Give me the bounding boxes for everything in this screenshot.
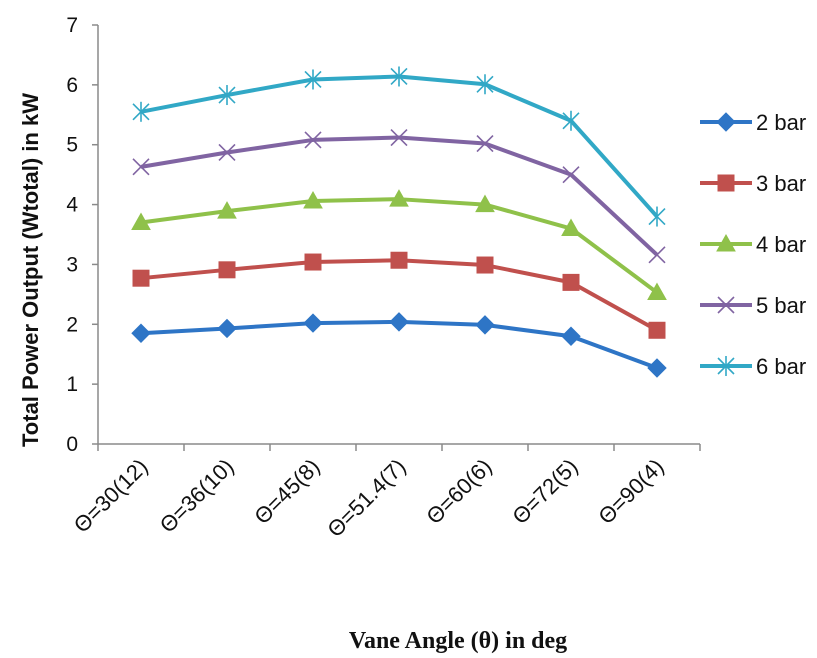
legend-label: 3 bar	[756, 171, 806, 196]
data-point	[476, 256, 494, 274]
legend-label: 4 bar	[756, 232, 806, 257]
series-5-bar	[132, 128, 666, 264]
marker-stroke	[648, 246, 666, 264]
data-point	[389, 189, 409, 207]
data-point	[561, 326, 581, 346]
data-point	[131, 212, 151, 231]
data-point	[648, 321, 666, 339]
x-tick-label: Θ=30(12)	[69, 454, 153, 538]
series-6-bar	[132, 66, 666, 227]
data-point	[132, 158, 150, 176]
data-point	[218, 261, 236, 279]
y-tick-label: 3	[66, 253, 78, 276]
data-point	[390, 251, 408, 269]
data-point	[562, 273, 580, 291]
data-point	[389, 312, 409, 332]
marker-stroke	[218, 143, 236, 162]
series-3-bar	[132, 251, 666, 339]
data-point	[304, 69, 322, 90]
y-tick-label: 6	[66, 74, 78, 97]
x-axis-title: Vane Angle (θ) in deg	[349, 628, 567, 654]
x-tick-labels: Θ=30(12) Θ=36(10) Θ=45(8)Θ=51.4(7) Θ=60(6) Θ…	[69, 454, 669, 542]
x-tick-label: Θ=36(10)	[155, 454, 239, 538]
data-point	[131, 323, 151, 343]
legend-marker	[716, 233, 736, 252]
marker-stroke	[717, 296, 735, 314]
x-tick-label: Θ=72(5)	[507, 454, 582, 529]
y-tick-label: 5	[66, 134, 78, 157]
data-point	[390, 128, 408, 147]
data-point	[475, 315, 495, 335]
legend-label: 6 bar	[756, 354, 806, 379]
legend-item: 5 bar	[700, 293, 806, 318]
data-point	[217, 201, 237, 219]
marker-stroke	[390, 128, 408, 147]
series-2-bar	[131, 312, 667, 378]
legend-item: 2 bar	[700, 110, 806, 135]
data-point	[562, 110, 580, 131]
marker-stroke	[476, 134, 494, 153]
marker-stroke	[562, 166, 580, 184]
data-point	[648, 246, 666, 264]
x-tick-label: Θ=90(4)	[593, 454, 668, 529]
x-tick-label: Θ=45(8)	[249, 454, 324, 529]
legend-marker	[716, 112, 736, 132]
x-tick-label: Θ=60(6)	[421, 454, 496, 529]
data-point	[303, 190, 323, 209]
data-point	[304, 131, 322, 149]
y-tick-labels: 0 1 2 3 4 5 6 7	[66, 14, 78, 456]
legend-marker	[717, 296, 735, 314]
legend-label: 2 bar	[756, 110, 806, 135]
legend-item: 6 bar	[700, 354, 806, 379]
marker-stroke	[132, 158, 150, 176]
series-lines	[131, 66, 667, 378]
axes	[92, 24, 701, 451]
series-line	[140, 197, 659, 295]
y-tick-label: 0	[66, 433, 78, 456]
y-axis-title: Total Power Output (Wtotal) in kW	[18, 93, 43, 447]
series-4-bar	[131, 189, 667, 301]
y-tick-label: 7	[66, 14, 78, 37]
data-point	[476, 134, 494, 153]
legend-marker	[717, 356, 735, 376]
data-point	[476, 74, 494, 95]
data-point	[561, 218, 581, 237]
legend: 2 bar 3 bar 4 bar 5 bar 6 bar	[700, 110, 806, 379]
y-tick-label: 4	[66, 194, 78, 217]
data-point	[647, 282, 667, 301]
data-point	[648, 206, 666, 227]
legend-marker	[717, 174, 735, 192]
legend-label: 5 bar	[756, 293, 806, 318]
data-point	[304, 253, 322, 271]
data-point	[218, 85, 236, 106]
data-point	[218, 143, 236, 162]
y-tick-label: 1	[66, 373, 78, 396]
legend-item: 3 bar	[700, 171, 806, 196]
data-point	[217, 318, 237, 339]
data-point	[475, 194, 495, 213]
data-point	[647, 358, 667, 378]
data-point	[303, 313, 323, 333]
data-point	[132, 269, 150, 287]
legend-item: 4 bar	[700, 232, 806, 257]
x-tick-label: Θ=51.4(7)	[322, 454, 410, 542]
y-tick-label: 2	[66, 313, 78, 336]
data-point	[132, 101, 150, 122]
data-point	[390, 66, 408, 87]
data-point	[562, 166, 580, 184]
marker-stroke	[304, 131, 322, 149]
